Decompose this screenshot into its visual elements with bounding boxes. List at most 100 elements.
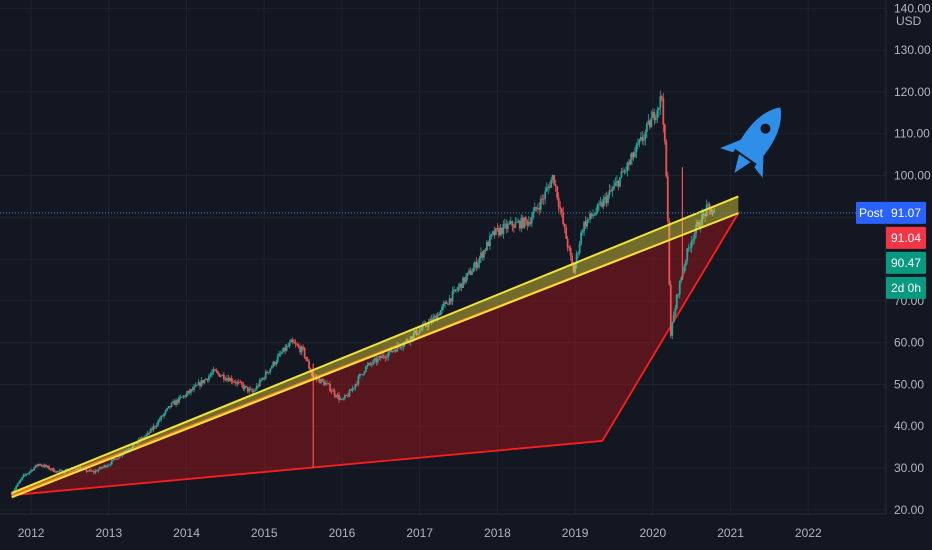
price-badge [886, 226, 926, 249]
x-tick-label: 2015 [251, 526, 278, 540]
candle-body [370, 364, 373, 365]
candle-body [631, 152, 633, 160]
candle-body [581, 231, 584, 233]
candle-body [686, 248, 689, 262]
price-badge [886, 251, 926, 274]
candle-body [526, 220, 529, 226]
candle-body [181, 396, 183, 398]
candle-body [279, 353, 282, 355]
candle-body [288, 342, 291, 346]
candle-body [92, 471, 95, 473]
candle-body [622, 171, 624, 173]
x-tick-label: 2020 [639, 526, 666, 540]
candle-body [506, 223, 509, 229]
candle-body [674, 308, 677, 315]
candle-body [173, 401, 176, 405]
candle-body [22, 474, 25, 478]
candle-body [350, 390, 352, 392]
candle-body [708, 204, 711, 209]
candle-body [39, 464, 41, 466]
y-tick-label: 20.00 [894, 503, 924, 517]
candle-body [148, 432, 151, 434]
candle-body [317, 378, 319, 380]
candle-body [348, 390, 351, 397]
candle-body [146, 432, 149, 435]
candle-body [239, 382, 242, 383]
candle-body [94, 470, 97, 473]
candle-body [127, 449, 130, 451]
candle-body [354, 384, 357, 388]
candle-body [373, 358, 376, 361]
candle-body [107, 464, 110, 466]
candle-body [430, 318, 433, 322]
candle-body [462, 277, 464, 288]
x-axis[interactable]: 2012 2013 2014 2015 2016 2017 2018 2019 2020 2021… [18, 526, 822, 540]
candle-body [109, 464, 112, 466]
candle-body [623, 170, 626, 173]
candle-body [124, 451, 127, 453]
candle-body [249, 388, 252, 390]
candle-body [63, 472, 65, 474]
candle-body [671, 322, 674, 336]
candle-body [13, 489, 16, 492]
candle-body [176, 399, 179, 403]
candle-body [662, 98, 665, 125]
candle-body [521, 217, 524, 228]
candle-body [237, 381, 240, 383]
candle-body [33, 467, 35, 471]
candles [10, 90, 716, 496]
candle-body [385, 357, 388, 359]
candle-body [191, 389, 194, 391]
candle-body [439, 310, 442, 316]
candle-body [10, 493, 13, 495]
candle-body [617, 180, 620, 187]
x-tick-label: 2019 [562, 526, 589, 540]
candle-body [28, 471, 31, 474]
candle-body [224, 379, 227, 381]
candle-body [511, 221, 514, 227]
candle-body [459, 283, 461, 287]
candle-body [666, 176, 669, 221]
candle-body [477, 263, 479, 268]
candle-body [390, 349, 393, 352]
candle-body [118, 454, 121, 459]
candle-body [130, 447, 133, 450]
candle-body [116, 458, 119, 460]
candle-body [629, 159, 632, 165]
candle-body [267, 372, 270, 374]
candle-body [284, 347, 287, 351]
candle-body [89, 469, 92, 472]
candle-body [54, 471, 56, 473]
price-labels: Post 91.07 91.04 90.47 2d 0h [856, 201, 926, 299]
y-tick-label: 30.00 [894, 461, 924, 475]
candle-body [357, 376, 360, 385]
candle-body [300, 346, 303, 353]
channel-upper-line [11, 195, 739, 495]
candle-body [40, 465, 43, 466]
candle-body [642, 138, 645, 141]
candle-body [278, 353, 281, 357]
candle-body [668, 220, 671, 285]
candle-body [152, 425, 155, 430]
candle-body [297, 345, 300, 347]
candle-body [499, 227, 502, 236]
candle-body [36, 465, 38, 466]
candle-body [687, 247, 690, 249]
candle-body [266, 371, 269, 374]
candle-body [270, 366, 273, 369]
candle-body [450, 298, 452, 302]
x-tick-label: 2022 [795, 526, 822, 540]
candle-body [644, 131, 647, 139]
candle-body [75, 468, 77, 470]
y-tick-label: 130.00 [894, 43, 931, 57]
candle-body [418, 330, 421, 334]
candle-body [625, 170, 627, 172]
candle-body [586, 220, 588, 227]
candle-body [677, 294, 680, 296]
candle-body [243, 385, 246, 389]
candle-body [602, 199, 605, 207]
candle-body [296, 344, 299, 346]
candle-body [707, 204, 710, 206]
x-tick-label: 2017 [406, 526, 433, 540]
